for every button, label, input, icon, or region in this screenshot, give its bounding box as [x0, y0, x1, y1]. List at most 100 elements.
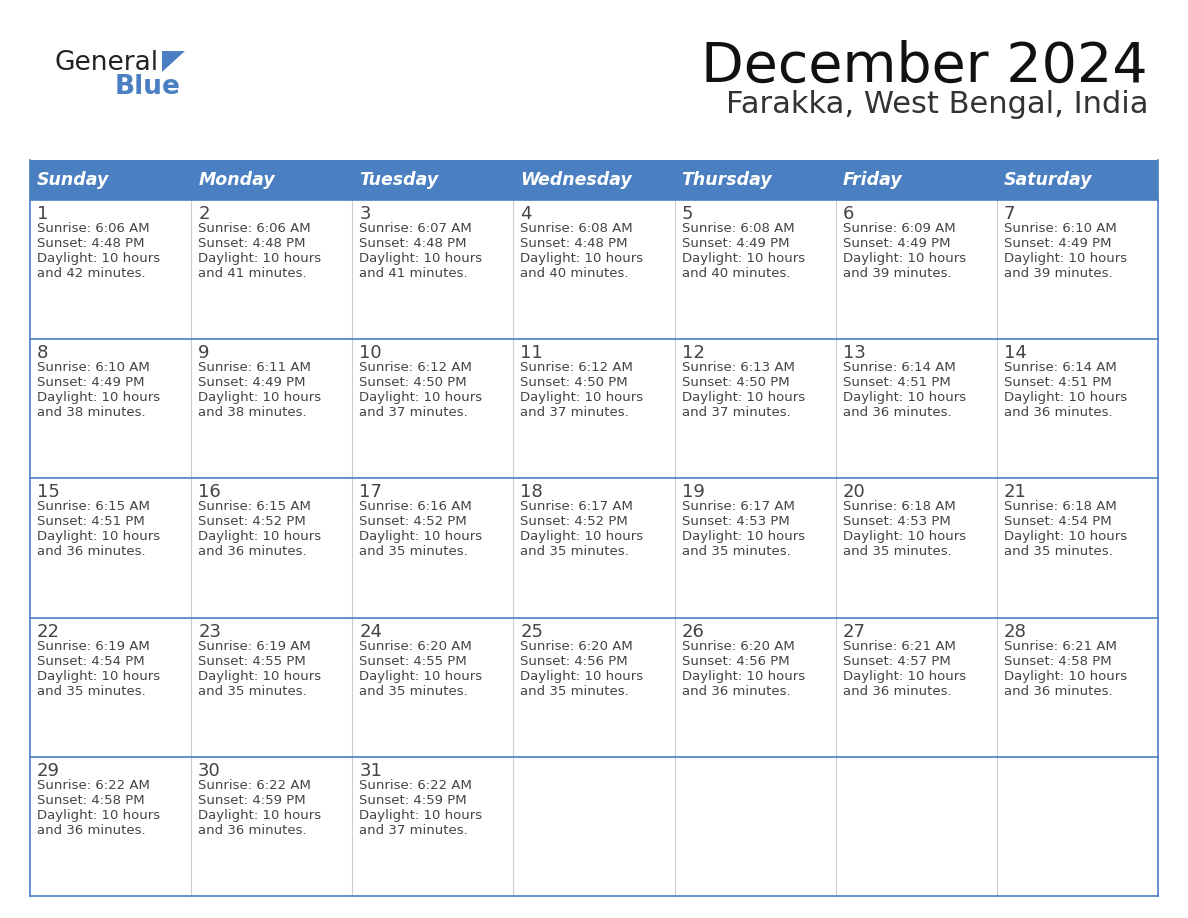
Text: and 41 minutes.: and 41 minutes.	[198, 267, 307, 280]
Bar	[675, 339, 835, 478]
Text: Sunrise: 6:17 AM: Sunrise: 6:17 AM	[520, 500, 633, 513]
Text: 20: 20	[842, 484, 866, 501]
Text: 30: 30	[198, 762, 221, 779]
Text: Sunset: 4:54 PM: Sunset: 4:54 PM	[37, 655, 145, 667]
Text: Sunset: 4:54 PM: Sunset: 4:54 PM	[1004, 515, 1112, 529]
Bar	[353, 200, 513, 339]
Text: Sunrise: 6:20 AM: Sunrise: 6:20 AM	[520, 640, 633, 653]
Text: Sunday: Sunday	[37, 171, 109, 189]
Text: and 36 minutes.: and 36 minutes.	[198, 545, 307, 558]
Text: Sunset: 4:55 PM: Sunset: 4:55 PM	[198, 655, 305, 667]
Text: 27: 27	[842, 622, 866, 641]
Text: and 42 minutes.: and 42 minutes.	[37, 267, 146, 280]
Text: Sunset: 4:55 PM: Sunset: 4:55 PM	[359, 655, 467, 667]
Text: Sunrise: 6:06 AM: Sunrise: 6:06 AM	[198, 222, 311, 235]
Bar	[191, 756, 353, 896]
Bar	[835, 478, 997, 618]
Text: Sunrise: 6:17 AM: Sunrise: 6:17 AM	[682, 500, 795, 513]
Bar	[353, 618, 513, 756]
Text: Sunset: 4:50 PM: Sunset: 4:50 PM	[682, 376, 789, 389]
Text: Daylight: 10 hours: Daylight: 10 hours	[682, 531, 804, 543]
Text: Daylight: 10 hours: Daylight: 10 hours	[520, 531, 644, 543]
Text: and 36 minutes.: and 36 minutes.	[842, 685, 952, 698]
Text: Sunset: 4:59 PM: Sunset: 4:59 PM	[359, 794, 467, 807]
Text: 25: 25	[520, 622, 543, 641]
Text: and 35 minutes.: and 35 minutes.	[359, 685, 468, 698]
Text: and 36 minutes.: and 36 minutes.	[37, 545, 146, 558]
Bar	[997, 200, 1158, 339]
Text: 17: 17	[359, 484, 383, 501]
Bar	[191, 200, 353, 339]
Text: Sunset: 4:56 PM: Sunset: 4:56 PM	[682, 655, 789, 667]
Text: Sunset: 4:48 PM: Sunset: 4:48 PM	[520, 237, 628, 250]
Text: and 35 minutes.: and 35 minutes.	[1004, 545, 1113, 558]
Text: and 38 minutes.: and 38 minutes.	[37, 406, 146, 420]
Text: 3: 3	[359, 205, 371, 223]
Text: Wednesday: Wednesday	[520, 171, 632, 189]
Text: Sunrise: 6:21 AM: Sunrise: 6:21 AM	[1004, 640, 1117, 653]
Bar	[997, 339, 1158, 478]
Bar	[835, 756, 997, 896]
Text: Sunset: 4:49 PM: Sunset: 4:49 PM	[37, 376, 145, 389]
Bar	[513, 339, 675, 478]
Text: 5: 5	[682, 205, 693, 223]
Text: Daylight: 10 hours: Daylight: 10 hours	[1004, 531, 1127, 543]
Text: Sunset: 4:57 PM: Sunset: 4:57 PM	[842, 655, 950, 667]
Text: Daylight: 10 hours: Daylight: 10 hours	[359, 531, 482, 543]
Text: Sunrise: 6:12 AM: Sunrise: 6:12 AM	[359, 361, 472, 375]
Text: Sunrise: 6:15 AM: Sunrise: 6:15 AM	[198, 500, 311, 513]
Text: and 39 minutes.: and 39 minutes.	[842, 267, 952, 280]
Bar	[675, 478, 835, 618]
Bar	[513, 160, 675, 200]
Text: Sunset: 4:52 PM: Sunset: 4:52 PM	[520, 515, 628, 529]
Bar	[30, 478, 191, 618]
Bar	[513, 618, 675, 756]
Text: Sunrise: 6:10 AM: Sunrise: 6:10 AM	[37, 361, 150, 375]
Text: Daylight: 10 hours: Daylight: 10 hours	[842, 252, 966, 265]
Text: and 35 minutes.: and 35 minutes.	[520, 685, 630, 698]
Bar	[513, 200, 675, 339]
Text: Daylight: 10 hours: Daylight: 10 hours	[682, 669, 804, 683]
Text: 15: 15	[37, 484, 59, 501]
Text: 13: 13	[842, 344, 866, 363]
Text: and 37 minutes.: and 37 minutes.	[520, 406, 630, 420]
Text: Sunset: 4:49 PM: Sunset: 4:49 PM	[842, 237, 950, 250]
Text: Daylight: 10 hours: Daylight: 10 hours	[359, 669, 482, 683]
Bar	[997, 160, 1158, 200]
Text: Sunset: 4:58 PM: Sunset: 4:58 PM	[1004, 655, 1112, 667]
Text: Saturday: Saturday	[1004, 171, 1093, 189]
Text: 22: 22	[37, 622, 61, 641]
Text: 6: 6	[842, 205, 854, 223]
Bar	[30, 618, 191, 756]
Text: and 37 minutes.: and 37 minutes.	[359, 406, 468, 420]
Text: 31: 31	[359, 762, 383, 779]
Bar	[675, 200, 835, 339]
Text: Sunset: 4:48 PM: Sunset: 4:48 PM	[37, 237, 145, 250]
Text: Daylight: 10 hours: Daylight: 10 hours	[1004, 391, 1127, 404]
Text: and 35 minutes.: and 35 minutes.	[198, 685, 307, 698]
Text: Sunrise: 6:06 AM: Sunrise: 6:06 AM	[37, 222, 150, 235]
Text: Sunrise: 6:15 AM: Sunrise: 6:15 AM	[37, 500, 150, 513]
Text: Sunset: 4:49 PM: Sunset: 4:49 PM	[1004, 237, 1111, 250]
Text: and 37 minutes.: and 37 minutes.	[359, 823, 468, 837]
Text: Daylight: 10 hours: Daylight: 10 hours	[37, 252, 160, 265]
Text: 19: 19	[682, 484, 704, 501]
Text: 12: 12	[682, 344, 704, 363]
Bar	[30, 160, 191, 200]
Text: Sunset: 4:52 PM: Sunset: 4:52 PM	[359, 515, 467, 529]
Text: 8: 8	[37, 344, 49, 363]
Text: Blue: Blue	[115, 74, 181, 100]
Text: and 35 minutes.: and 35 minutes.	[682, 545, 790, 558]
Text: Sunrise: 6:14 AM: Sunrise: 6:14 AM	[1004, 361, 1117, 375]
Bar	[30, 200, 191, 339]
Text: Daylight: 10 hours: Daylight: 10 hours	[359, 252, 482, 265]
Bar	[835, 160, 997, 200]
Text: 18: 18	[520, 484, 543, 501]
Bar	[675, 618, 835, 756]
Text: Daylight: 10 hours: Daylight: 10 hours	[37, 809, 160, 822]
Text: Sunrise: 6:09 AM: Sunrise: 6:09 AM	[842, 222, 955, 235]
Text: 29: 29	[37, 762, 61, 779]
Polygon shape	[162, 51, 185, 72]
Text: 9: 9	[198, 344, 209, 363]
Bar	[835, 339, 997, 478]
